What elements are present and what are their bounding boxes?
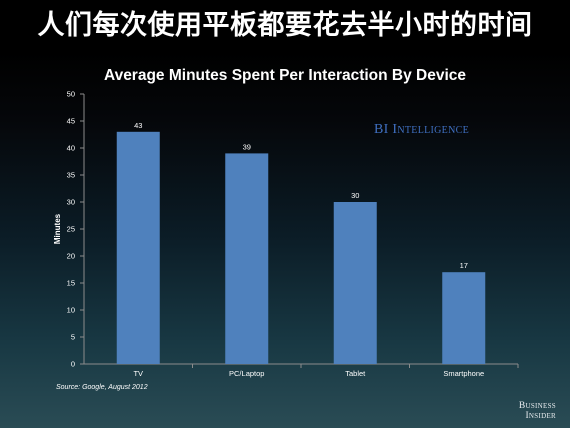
y-tick-label: 30	[67, 198, 75, 207]
bar-value-label: 17	[460, 261, 468, 270]
y-tick-label: 15	[67, 279, 75, 288]
bar-value-label: 43	[134, 121, 142, 130]
y-axis-title: Minutes	[53, 213, 62, 244]
y-tick-label: 25	[67, 225, 75, 234]
x-axis: TV PC/Laptop Tablet Smartphone	[84, 363, 519, 378]
y-tick-label: 45	[67, 117, 75, 126]
bar-value-label: 30	[351, 191, 359, 200]
x-tick-label: TV	[133, 369, 143, 378]
bar-tv	[116, 131, 160, 364]
y-tick-label: 10	[67, 306, 75, 315]
source-note: Source: Google, August 2012	[56, 384, 148, 391]
y-axis: 0 5 10 15 20 25 30 35 40 45 50	[67, 90, 85, 369]
bar-pc-laptop	[225, 153, 269, 364]
y-tick-label: 0	[71, 360, 75, 369]
business-insider-logo: Business Insider	[476, 401, 556, 421]
bi-intelligence-watermark: BI Intelligence	[374, 122, 469, 137]
x-tick-label: PC/Laptop	[229, 369, 264, 378]
page-headline: 人们每次使用平板都要花去半小时的时间	[37, 10, 533, 41]
bar-smartphone	[442, 272, 486, 364]
x-tick-label: Smartphone	[443, 369, 484, 378]
x-tick-label: Tablet	[345, 369, 366, 378]
y-tick-label: 35	[67, 171, 75, 180]
bar-tablet	[333, 202, 377, 364]
y-tick-label: 50	[67, 90, 75, 99]
bar-value-label: 39	[243, 142, 251, 151]
brand-line-1: Business	[518, 401, 556, 411]
brand-line-2: Insider	[525, 411, 556, 421]
bars: 43 39 30 17	[116, 121, 486, 364]
y-tick-label: 5	[71, 333, 75, 342]
y-tick-label: 20	[67, 252, 75, 261]
y-tick-label: 40	[67, 144, 75, 153]
chart-title: Average Minutes Spent Per Interaction By…	[103, 67, 467, 84]
